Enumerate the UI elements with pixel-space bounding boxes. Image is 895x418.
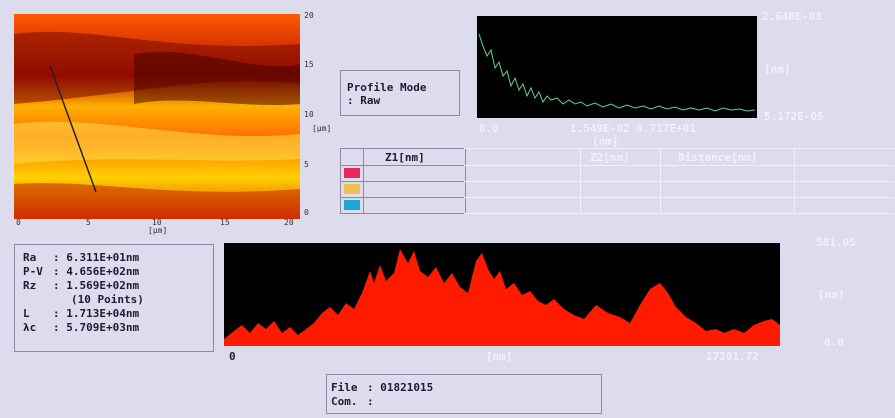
stat-value: : 1.569E+02nm [53, 279, 140, 292]
stat-value: : 4.656E+02nm [53, 265, 140, 278]
profile-x-unit: [nm] [486, 350, 513, 363]
spectrum-x-start: 0.0 [479, 122, 499, 135]
distance-header: Distance[nm] [678, 151, 758, 164]
stat-value: (10 Points) [71, 293, 144, 306]
map-x-unit: [µm] [148, 226, 168, 235]
spectrum-x-end: 1.549E-02 6.717E+01 [570, 122, 696, 135]
stat-label: P-V [23, 265, 43, 278]
com-value[interactable]: : [367, 395, 374, 408]
stat-label: λc [23, 321, 37, 334]
stat-value: : 5.709E+03nm [53, 321, 140, 334]
profile-mode-value: : Raw [347, 94, 381, 107]
profile-y-unit: [nm] [818, 288, 845, 301]
spectrum-plot [477, 16, 757, 118]
map-x-axis: 0 5 10 15 20 [µm] [14, 218, 314, 236]
map-x-tick: 10 [152, 218, 162, 227]
profile-trace [224, 249, 780, 346]
profile-mode-label: Profile Mode [347, 81, 427, 94]
map-y-tick: 5 [304, 160, 309, 169]
file-label: File [331, 381, 358, 394]
map-x-tick: 15 [220, 218, 230, 227]
cursor-swatch-blue[interactable] [344, 200, 360, 210]
map-y-axis: 20 15 10 5 0 [µm] [300, 11, 340, 219]
profile-mode-box[interactable]: Profile Mode : Raw [340, 70, 460, 116]
map-x-tick: 5 [86, 218, 91, 227]
map-y-tick: 20 [304, 11, 314, 20]
profile-top-value: 581.05 [816, 236, 856, 249]
cursor-table: Z1[nm] [340, 148, 466, 214]
spectrum-trace [478, 33, 756, 112]
map-y-tick: 15 [304, 60, 314, 69]
profile-x-start: 0 [229, 350, 236, 363]
stat-value: : 6.311E+01nm [53, 251, 140, 264]
stat-label: L [23, 307, 30, 320]
profile-line [49, 65, 97, 193]
stat-label: Rz [23, 279, 37, 292]
height-map-image[interactable] [14, 14, 300, 219]
map-y-tick: 0 [304, 208, 309, 217]
com-label: Com. [331, 395, 358, 408]
spectrum-y-unit: [nm] [764, 63, 791, 76]
stat-value: : 1.713E+04nm [53, 307, 140, 320]
file-value[interactable]: : 01821015 [367, 381, 434, 394]
roughness-stats-box: Ra : 6.311E+01nm P-V : 4.656E+02nm Rz : … [14, 244, 214, 352]
stat-label: Ra [23, 251, 37, 264]
map-x-tick: 0 [16, 218, 21, 227]
map-y-tick: 10 [304, 110, 314, 119]
spectrum-bottom-value: 5.172E-05 [764, 110, 824, 123]
profile-bottom-value: 0.0 [824, 336, 844, 349]
height-map-panel [14, 14, 300, 219]
profile-plot [224, 243, 780, 346]
file-info-box: File : 01821015 Com. : [326, 374, 602, 414]
cursor-swatch-red[interactable] [344, 168, 360, 178]
map-x-tick: 20 [284, 218, 294, 227]
spectrum-top-value: 2.640E-03 [762, 10, 822, 23]
map-y-unit: [µm] [312, 124, 332, 133]
spectrum-x-unit: [nm] [592, 135, 619, 148]
cursor-table-extended: Z2[nm] Distance[nm] [464, 148, 894, 214]
z1-header: Z1[nm] [385, 151, 425, 164]
cursor-swatch-yellow[interactable] [344, 184, 360, 194]
z2-header: Z2[nm] [590, 151, 630, 164]
profile-x-end: 17201.72 [706, 350, 759, 363]
